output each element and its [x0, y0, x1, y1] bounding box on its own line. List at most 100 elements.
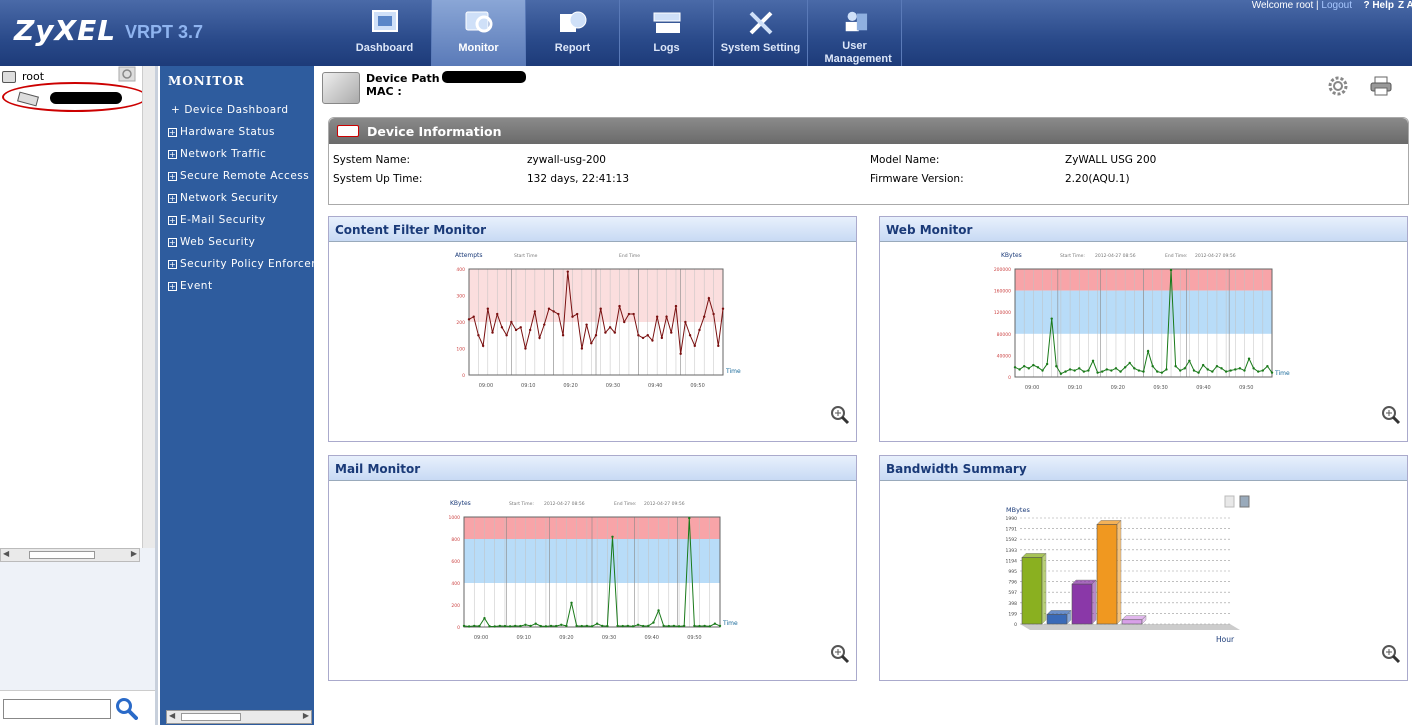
data-point	[1220, 367, 1223, 370]
menu-item-network-traffic[interactable]: + Network Traffic	[168, 148, 266, 160]
data-point	[1192, 369, 1196, 372]
gear-icon[interactable]	[1328, 76, 1348, 96]
zoom-icon[interactable]	[1381, 405, 1401, 425]
export-icon	[1239, 495, 1250, 508]
data-point	[508, 625, 512, 628]
tab-system-setting[interactable]: System Setting	[714, 0, 808, 66]
firmware-value: 2.20(AQU.1)	[1065, 173, 1130, 185]
data-point	[713, 622, 717, 625]
data-point	[608, 326, 612, 329]
menu-item-label: E-Mail Security	[180, 214, 266, 226]
scroll-right-icon[interactable]: ▶	[302, 711, 309, 720]
device-tree: root	[0, 66, 148, 548]
search-input[interactable]	[3, 699, 111, 719]
tree-device-node[interactable]	[2, 82, 148, 112]
model-name-value: ZyWALL USG 200	[1065, 154, 1157, 166]
menu-item-secure-remote-access[interactable]: + Secure Remote Access	[168, 170, 309, 182]
data-point	[702, 315, 706, 318]
menu-item-event[interactable]: + Event	[168, 280, 213, 292]
zoom-icon[interactable]	[830, 405, 850, 425]
tab-dashboard[interactable]: Dashboard	[338, 0, 432, 66]
y-tick-label: 1592	[1006, 537, 1018, 543]
data-point	[524, 623, 527, 626]
y-tick-label: 1393	[1006, 548, 1018, 554]
data-point	[1055, 365, 1058, 368]
bar	[1071, 583, 1093, 625]
data-point	[1270, 371, 1274, 374]
data-point	[604, 331, 607, 334]
tab-monitor[interactable]: Monitor	[432, 0, 526, 66]
data-point	[1234, 368, 1237, 371]
data-point	[557, 312, 560, 316]
data-point	[590, 625, 594, 628]
data-point	[590, 342, 593, 345]
bar-side	[1091, 579, 1097, 625]
data-point	[718, 624, 722, 628]
menu-title: MONITOR	[168, 74, 245, 88]
data-point	[1105, 368, 1108, 371]
data-point	[618, 304, 621, 308]
menu-item-web-security[interactable]: + Web Security	[168, 236, 255, 248]
menu-item-security-policy-enforcem[interactable]: + Security Policy Enforcem	[168, 258, 322, 270]
data-point	[688, 334, 692, 337]
x-tick-label: 09:40	[1196, 385, 1210, 391]
y-tick-label: 597	[1008, 590, 1017, 596]
data-point	[1142, 370, 1145, 373]
menu-item-hardware-status[interactable]: + Hardware Status	[168, 126, 275, 138]
scroll-left-icon[interactable]: ◀	[169, 711, 176, 720]
data-point	[1128, 361, 1131, 365]
data-point	[641, 336, 645, 340]
data-point	[599, 307, 602, 310]
refresh-icon[interactable]	[118, 66, 136, 82]
tab-user-management[interactable]: User Management	[808, 0, 902, 66]
scroll-right-icon[interactable]: ▶	[130, 549, 137, 558]
device-name-redacted	[50, 92, 122, 104]
data-point	[472, 315, 475, 318]
menu-item-network-security[interactable]: + Network Security	[168, 192, 278, 204]
data-point	[498, 624, 502, 628]
tab-report[interactable]: Report	[526, 0, 620, 66]
data-point	[467, 625, 471, 628]
data-point	[623, 320, 626, 324]
data-point	[547, 307, 551, 310]
search-icon[interactable]	[114, 696, 138, 720]
zoom-icon[interactable]	[830, 644, 850, 664]
y-tick-label: 0	[457, 625, 460, 631]
chart-floor	[1020, 624, 1240, 630]
menu-item-e-mail-security[interactable]: + E-Mail Security	[168, 214, 266, 226]
expand-icon: +	[168, 259, 177, 269]
menu-item-device-dashboard[interactable]: + Device Dashboard	[168, 104, 289, 116]
y-tick-label: 160000	[994, 289, 1011, 295]
data-point	[539, 624, 542, 628]
tab-label: Monitor	[458, 42, 499, 54]
tree-horizontal-scrollbar[interactable]: ◀ ▶	[0, 548, 140, 562]
data-point	[660, 336, 664, 340]
y-tick-label: 200000	[994, 267, 1011, 273]
start-time-label: Start Time:	[1060, 253, 1085, 259]
data-point	[1215, 365, 1219, 368]
device-tree-pane: root ◀ ▶	[0, 66, 158, 725]
data-point	[703, 624, 706, 628]
y-axis-label: Attempts	[455, 252, 483, 259]
data-point	[1247, 357, 1251, 360]
logout-link[interactable]: Logout	[1321, 0, 1352, 11]
printer-icon[interactable]	[1370, 76, 1392, 96]
tree-vertical-scrollbar[interactable]	[142, 66, 155, 548]
data-point	[1073, 369, 1076, 372]
welcome-area: Welcome root | Logout	[1252, 0, 1352, 11]
scroll-thumb[interactable]	[29, 551, 95, 559]
about-link[interactable]: Z Al	[1398, 0, 1412, 11]
zoom-icon[interactable]	[1381, 644, 1401, 664]
system-name-value: zywall-usg-200	[527, 154, 606, 166]
data-point	[519, 326, 522, 329]
data-point	[621, 624, 624, 628]
scroll-thumb[interactable]	[181, 713, 241, 721]
tab-logs[interactable]: Logs	[620, 0, 714, 66]
menu-horizontal-scrollbar[interactable]: ◀ ▶	[166, 710, 312, 724]
scroll-left-icon[interactable]: ◀	[3, 549, 10, 558]
monitor-menu: MONITOR + Device Dashboard + Hardware Statu…	[160, 66, 321, 725]
menu-item-label: Device Dashboard	[184, 104, 289, 116]
help-link[interactable]: ? Help	[1363, 0, 1394, 11]
tree-root-node[interactable]: root	[2, 70, 44, 83]
data-point	[481, 344, 485, 348]
